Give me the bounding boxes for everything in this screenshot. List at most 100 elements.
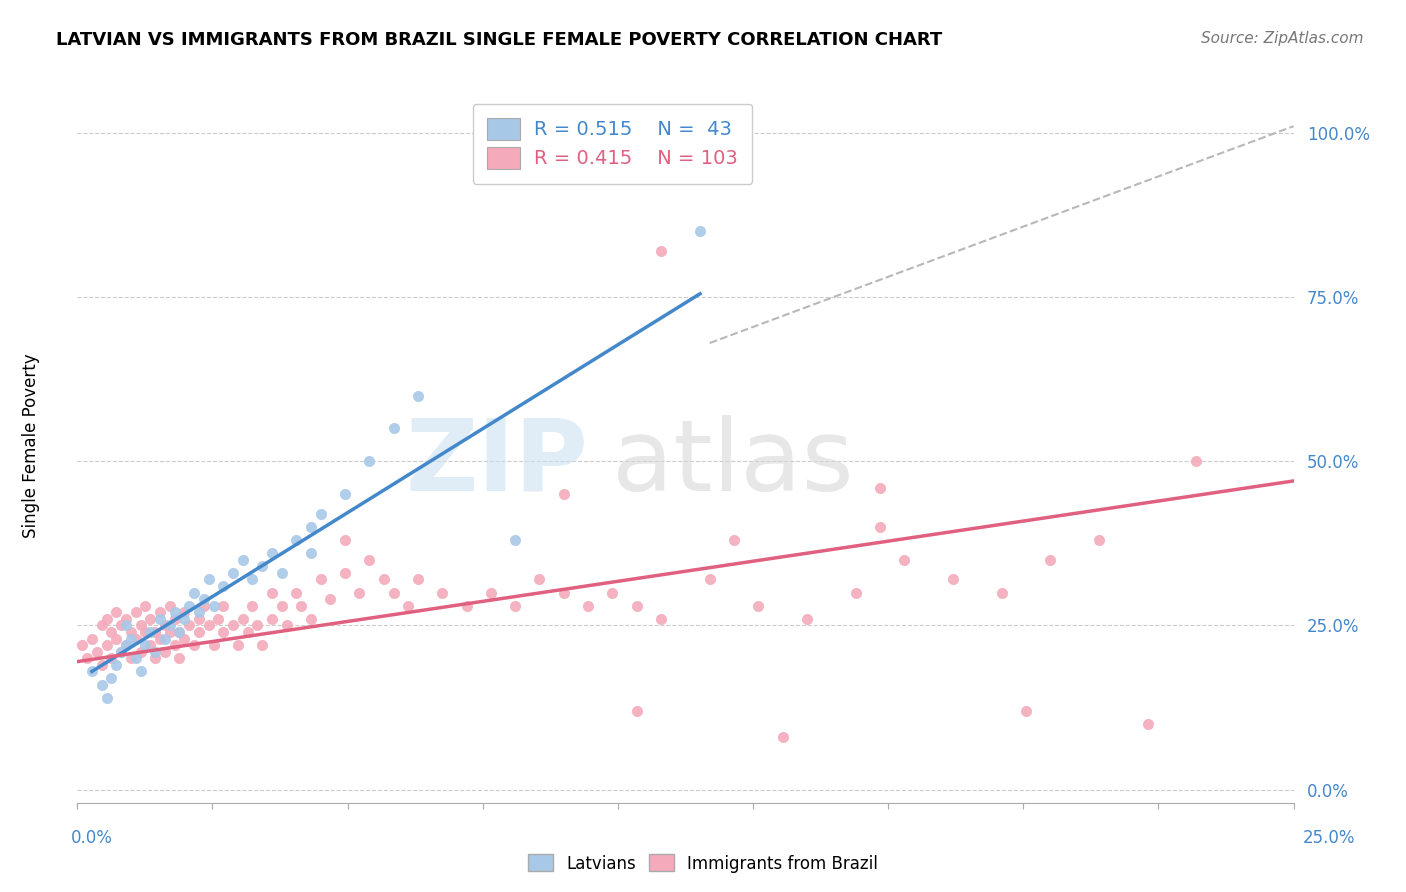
Point [115,612,138,626]
Point [202,599,225,613]
Point [406,573,429,587]
Point [188,605,211,619]
Point [163,612,186,626]
Point [942,573,965,587]
Point [134,625,156,640]
Point [602,585,624,599]
Point [232,553,254,567]
Point [143,645,166,659]
Point [250,638,273,652]
Point [197,573,219,587]
Point [285,533,308,547]
Point [772,730,794,744]
Point [207,612,229,626]
Point [242,573,264,587]
Point [173,612,195,626]
Point [159,599,181,613]
Text: LATVIAN VS IMMIGRANTS FROM BRAZIL SINGLE FEMALE POVERTY CORRELATION CHART: LATVIAN VS IMMIGRANTS FROM BRAZIL SINGLE… [56,31,942,49]
Point [479,585,502,599]
Point [76,651,98,665]
Point [129,665,152,679]
Point [990,585,1012,599]
Point [169,625,191,640]
Point [80,632,103,646]
Point [96,690,118,705]
Point [149,632,172,646]
Point [723,533,745,547]
Point [100,671,122,685]
Point [396,599,419,613]
Point [299,546,322,560]
Point [125,651,148,665]
Point [430,585,453,599]
Point [143,625,166,640]
Point [169,625,191,640]
Point [105,657,128,672]
Point [125,605,148,619]
Point [212,579,235,593]
Point [359,553,381,567]
Point [246,618,269,632]
Point [115,618,138,632]
Point [149,605,172,619]
Point [689,224,711,238]
Point [110,645,132,659]
Text: Single Female Poverty: Single Female Poverty [22,354,39,538]
Point [173,632,195,646]
Point [319,592,342,607]
Point [1088,533,1111,547]
Point [869,520,891,534]
Point [105,632,128,646]
Point [553,487,575,501]
Point [232,612,254,626]
Point [260,612,283,626]
Point [212,599,235,613]
Point [169,651,191,665]
Point [183,585,205,599]
Point [149,612,172,626]
Point [129,618,152,632]
Point [309,573,332,587]
Point [309,507,332,521]
Point [285,585,308,599]
Point [382,421,405,435]
Point [250,559,273,574]
Point [796,612,818,626]
Point [270,599,292,613]
Point [333,533,356,547]
Point [260,546,283,560]
Point [222,618,245,632]
Point [299,612,322,626]
Point [134,599,156,613]
Point [270,566,292,580]
Point [193,592,215,607]
Point [845,585,868,599]
Point [222,566,245,580]
Point [553,585,575,599]
Point [153,632,176,646]
Point [80,665,103,679]
Point [153,618,176,632]
Point [226,638,249,652]
Point [105,605,128,619]
Point [869,481,891,495]
Point [650,244,672,258]
Point [212,625,235,640]
Point [299,520,322,534]
Point [406,388,429,402]
Point [1185,454,1208,468]
Point [115,638,138,652]
Point [120,651,142,665]
Point [179,618,201,632]
Point [129,645,152,659]
Point [1136,717,1159,731]
Point [747,599,769,613]
Point [120,625,142,640]
Point [90,618,112,632]
Legend: R = 0.515    N =  43, R = 0.415    N = 103: R = 0.515 N = 43, R = 0.415 N = 103 [472,103,752,184]
Point [173,605,195,619]
Point [1015,704,1038,718]
Point [893,553,915,567]
Point [96,638,118,652]
Point [529,573,551,587]
